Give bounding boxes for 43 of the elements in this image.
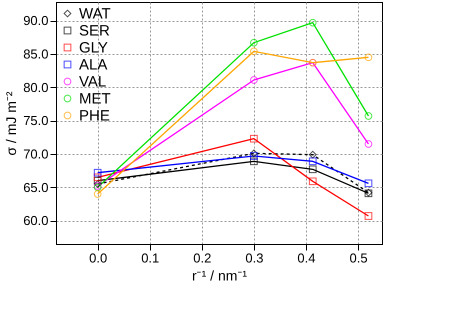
point [364,212,372,220]
y-axis-title: σ / mJ m⁻² [3,91,20,156]
x-tick-label: 0.3 [245,250,264,266]
point [308,150,317,159]
y-tick-label: 75.0 [23,113,48,128]
x-tick-label: 0.2 [193,250,212,266]
point [94,173,102,182]
x-axis-title: r⁻¹ / nm⁻¹ [192,268,248,284]
y-tick-label: 85.0 [23,46,48,62]
point [94,176,102,185]
legend-label: VAL [79,74,106,90]
point [250,134,258,143]
legend-label: ALA [79,56,108,74]
point [250,47,258,56]
y-tick-label: 70.0 [23,146,48,162]
legend-label: MET [79,90,111,108]
y-tick-label: 60.0 [23,213,48,228]
point [308,157,317,166]
x-tick-label: 0.1 [141,250,160,266]
point [308,165,317,174]
point [250,149,258,158]
point [250,157,258,166]
x-tick-label: 0.0 [89,250,108,266]
point [364,140,372,148]
x-tick-label: 0.4 [297,250,316,266]
legend-label: GLY [79,40,108,56]
legend-label: PHE [79,108,110,124]
point [308,18,317,27]
point [94,190,102,198]
point [308,177,317,186]
point [364,179,372,188]
point [250,38,258,47]
y-tick-label: 80.0 [23,80,48,95]
point [250,152,258,160]
x-tick-label: 0.5 [350,250,368,266]
point [364,53,372,62]
legend-label: WAT [79,6,111,22]
point [364,112,372,120]
y-tick-label: 90.0 [23,13,48,28]
point [94,168,102,177]
y-tick-label: 65.0 [23,180,48,195]
point [250,76,258,84]
legend-label: SER [79,22,110,40]
